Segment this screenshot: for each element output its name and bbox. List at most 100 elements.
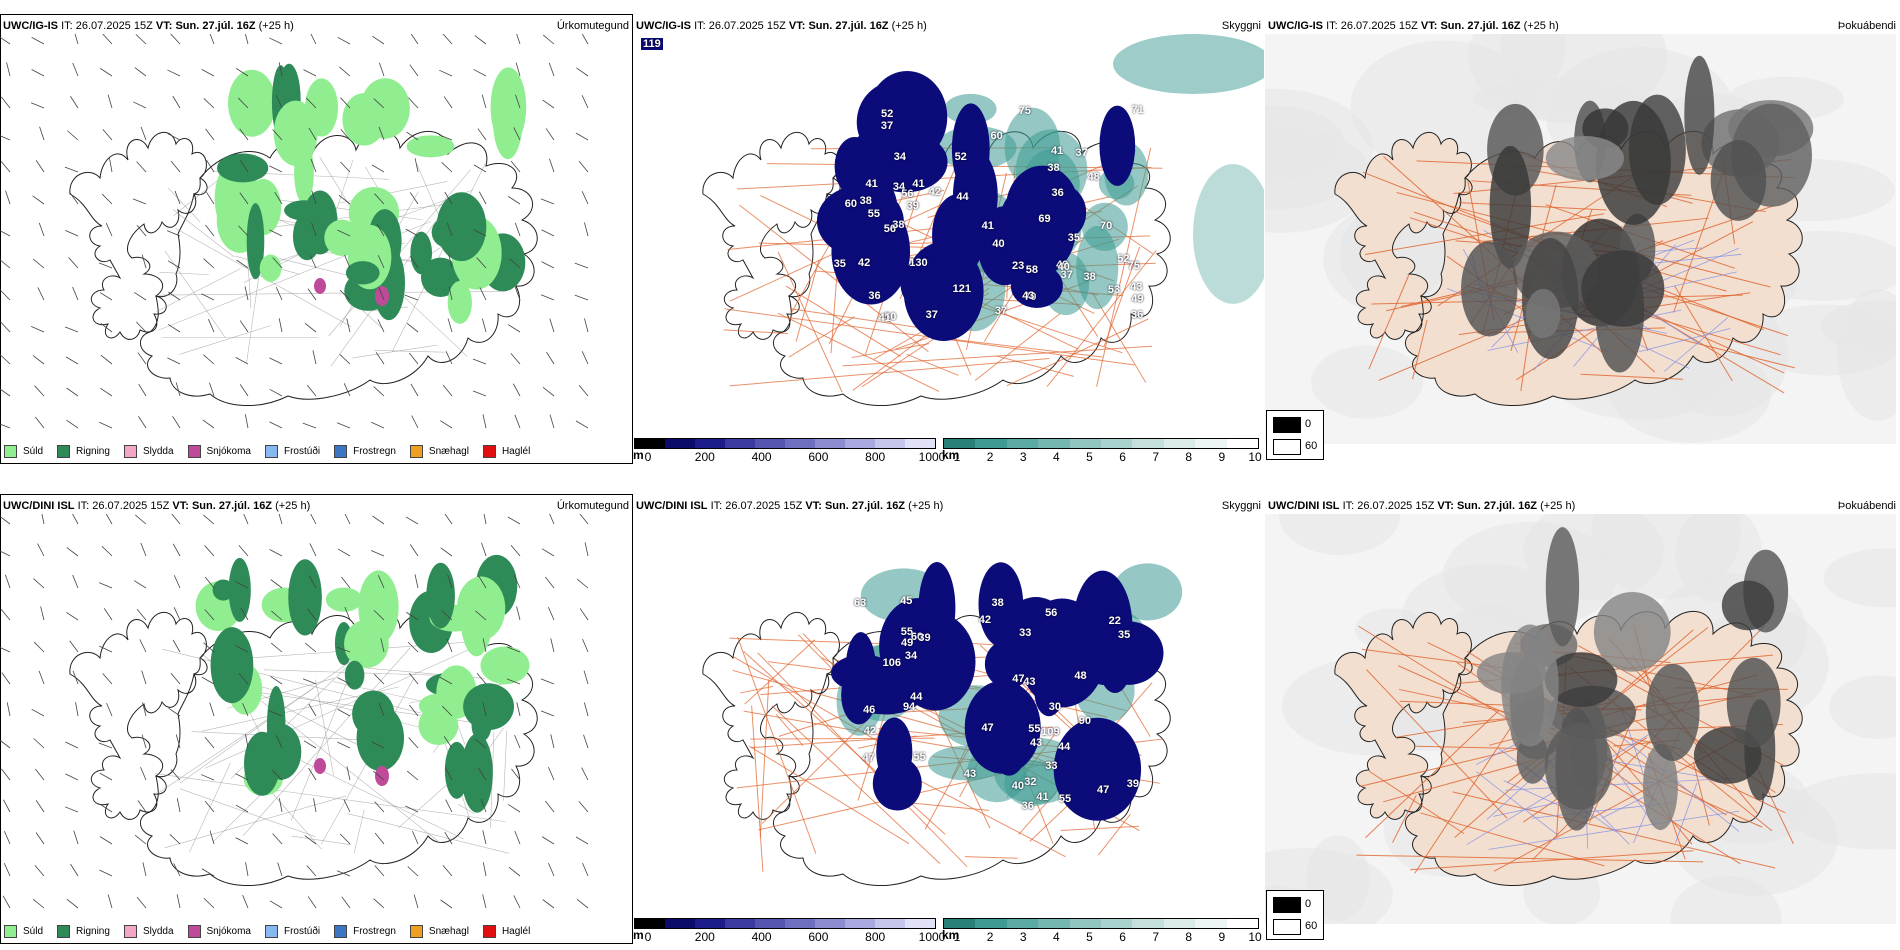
color-cell xyxy=(1006,919,1039,928)
model-name: UWC/IG-IS xyxy=(1268,20,1323,32)
visibility-value-label: 32 xyxy=(1024,776,1037,789)
model-name: UWC/DINI ISL xyxy=(636,500,708,512)
color-cell xyxy=(1195,919,1227,928)
legend-label: Snjókoma xyxy=(206,446,251,457)
visibility-value-label: 42 xyxy=(978,614,991,627)
shade-max-label: 60 xyxy=(1305,440,1318,452)
precip-map xyxy=(0,30,631,444)
fog-indicator-panel: UWC/DINI ISL IT: 26.07.2025 15Z VT: Sun.… xyxy=(1215,463,1900,950)
visibility-value-label: 39 xyxy=(918,631,931,644)
valid-time-label: VT: xyxy=(788,20,806,32)
tick-label: 1000 xyxy=(918,450,946,464)
visibility-value-label: 43 xyxy=(1130,281,1143,294)
legend-swatch xyxy=(334,445,348,458)
height-colorbar-cells xyxy=(634,438,936,449)
tick-label: 600 xyxy=(808,930,829,944)
visibility-value-label: 41 xyxy=(981,219,994,232)
height-colorbar-unit: m xyxy=(633,448,644,462)
visibility-value-label: 34 xyxy=(892,180,906,193)
color-cell xyxy=(1038,919,1070,928)
color-cell xyxy=(635,919,665,928)
visibility-value-label: 45 xyxy=(900,594,913,607)
legend-swatch xyxy=(264,445,278,458)
init-time-label: IT: xyxy=(1326,20,1338,32)
legend-item-frostregn: Frostregn xyxy=(334,445,396,458)
valid-time-label: VT: xyxy=(172,500,189,512)
color-cell xyxy=(944,919,976,928)
visibility-value-label: 34 xyxy=(904,650,918,662)
tick-label: 1000 xyxy=(918,930,946,944)
visibility-value-label: 70 xyxy=(1100,220,1113,233)
legend-swatch xyxy=(482,445,496,458)
panel-header: UWC/IG-IS IT: 26.07.2025 15Z VT: Sun. 27… xyxy=(1268,20,1559,32)
cloud-map-svg xyxy=(1215,463,1900,950)
visibility-value-label: 52 xyxy=(954,150,967,163)
shade-max-label: 60 xyxy=(1305,920,1318,932)
tick-label: 800 xyxy=(865,930,886,944)
color-cell xyxy=(944,439,976,448)
visibility-value-label: 109 xyxy=(1041,725,1060,738)
legend-swatch xyxy=(187,445,201,458)
valid-time-label: VT: xyxy=(1437,500,1454,512)
visibility-value-label: 43 xyxy=(963,768,977,780)
precip-type-panel: UWC/DINI ISL IT: 26.07.2025 15Z VT: Sun.… xyxy=(0,494,633,944)
legend-label: Súld xyxy=(23,446,44,457)
precip-map xyxy=(0,510,631,924)
visibility-colorbar-ticks: 1 2 3 4 5 6 7 8 9 10 xyxy=(954,449,1262,464)
visibility-value-label: 52 xyxy=(1117,253,1130,266)
panel-header: UWC/DINI ISL IT: 26.07.2025 15Z VT: Sun.… xyxy=(3,500,310,512)
shade-light-swatch xyxy=(1273,439,1301,455)
visibility-value-label: 42 xyxy=(857,257,871,270)
fog-indicator-panel: UWC/IG-IS IT: 26.07.2025 15Z VT: Sun. 27… xyxy=(1177,0,1900,464)
color-cell xyxy=(905,919,935,928)
fog-panel-title: Þokuábendi xyxy=(1837,500,1896,512)
visibility-colorbar-ticks: 1 2 3 4 5 6 7 8 9 10 xyxy=(953,929,1262,944)
visibility-value-label: 37 xyxy=(925,308,938,321)
valid-time-value: Sun. 27.júl. 16Z xyxy=(824,500,906,512)
visibility-value-label: 106 xyxy=(882,656,902,669)
color-cell xyxy=(695,439,725,448)
visibility-value-label: 37 xyxy=(994,305,1008,318)
lead-time: (+25 h) xyxy=(908,500,944,512)
valid-time-label: VT: xyxy=(805,500,822,512)
color-cell xyxy=(635,439,665,448)
visibility-value-label: 36 xyxy=(1021,799,1034,812)
legend-swatch xyxy=(4,445,17,458)
legend-label: Snæhagl xyxy=(428,926,469,937)
tick-label: 9 xyxy=(1218,930,1226,944)
legend-item-frostudi: Frostúði xyxy=(264,925,320,938)
color-cell xyxy=(815,919,845,928)
legend-item-frostregn: Frostregn xyxy=(334,925,396,938)
legend-label: Snæhagl xyxy=(428,446,469,457)
model-name: UWC/IG-IS xyxy=(636,20,691,32)
visibility-map-svg xyxy=(702,562,1183,886)
visibility-value-label: 55 xyxy=(867,208,880,221)
tick-label: 10 xyxy=(1248,930,1262,944)
visibility-value-label: 49 xyxy=(1056,258,1069,271)
precip-map-svg xyxy=(0,30,589,429)
legend-label: Frostregn xyxy=(353,446,396,457)
valid-time-label: VT: xyxy=(155,20,173,32)
legend-item-suld: Súld xyxy=(4,445,43,458)
visibility-value-label: 55 xyxy=(1028,723,1041,736)
legend-label: Frostúði xyxy=(283,446,321,457)
tick-label: 400 xyxy=(751,930,772,944)
tick-label: 2 xyxy=(986,930,994,944)
legend-swatch xyxy=(409,445,423,458)
legend-label: Haglél xyxy=(501,926,531,937)
init-time-value: 26.07.2025 15Z xyxy=(725,500,803,512)
visibility-value-label: 36 xyxy=(1051,187,1064,200)
visibility-value-label: 38 xyxy=(859,194,872,207)
precip-type-legend: Súld Rigning Slydda Snjókoma Frostúði Frostre… xyxy=(4,445,530,458)
visibility-value-label: 69 xyxy=(1038,213,1051,226)
visibility-value-label: 41 xyxy=(878,311,891,324)
visibility-value-label: 56 xyxy=(1045,606,1058,619)
tick-label: 1 xyxy=(953,930,961,944)
color-cell xyxy=(1226,919,1259,928)
valid-time-value: Sun. 27.júl. 16Z xyxy=(1440,20,1521,32)
legend-label: Slydda xyxy=(142,446,174,457)
visibility-value-label: 22 xyxy=(1108,615,1121,628)
visibility-colorbar: 1 2 3 4 5 6 7 8 9 10 xyxy=(943,438,1262,464)
visibility-value-label: 38 xyxy=(1083,270,1096,283)
visibility-value-label: 38 xyxy=(892,218,905,231)
